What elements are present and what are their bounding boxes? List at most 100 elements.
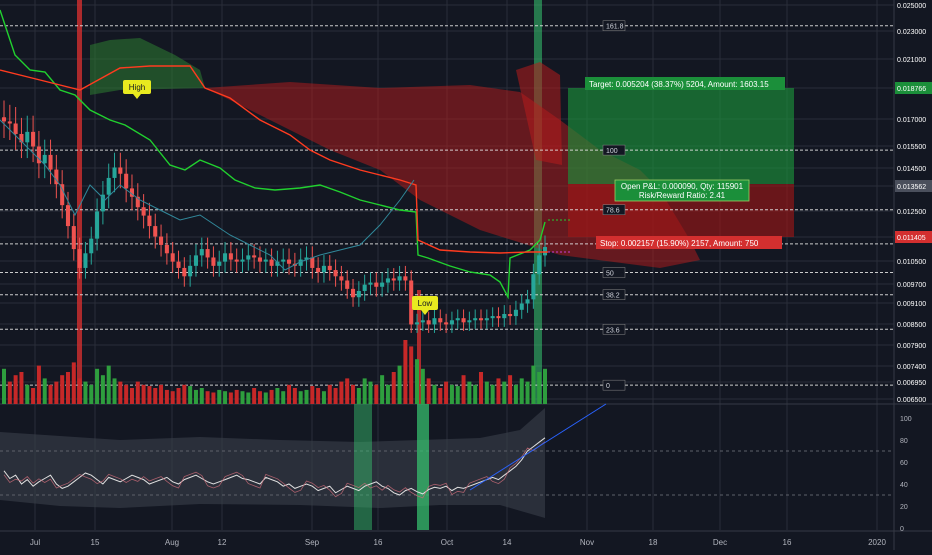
candle-body (95, 211, 100, 239)
price-axis-label: 0.023000 (897, 29, 926, 36)
candle-body (135, 196, 140, 208)
volume-bar (60, 375, 65, 404)
candle-body (7, 121, 12, 124)
volume-bar (71, 362, 76, 404)
volume-bar (327, 384, 332, 404)
volume-bar (36, 365, 41, 404)
candle-body (339, 276, 344, 281)
price-axis-label: 0.007900 (897, 343, 926, 350)
target-zone (568, 88, 794, 184)
candle-body (449, 320, 454, 325)
candle-body (444, 322, 449, 325)
volume-bar (246, 392, 251, 404)
candle-body (1, 117, 7, 122)
price-axis-label: 0.009700 (897, 282, 926, 289)
candle-body (432, 318, 437, 325)
volume-bar (100, 375, 105, 404)
price-axis-label: 0.010500 (897, 259, 926, 266)
candle-body (513, 309, 518, 317)
volume-bar (205, 391, 210, 404)
candle-body (89, 238, 94, 254)
volume-bar (182, 384, 187, 404)
volume-bar (135, 381, 140, 404)
price-axis-label: 0.013562 (897, 184, 926, 191)
candle-body (380, 282, 385, 287)
candle-body (316, 267, 321, 273)
volume-bar (310, 386, 315, 404)
volume-bar (193, 389, 198, 404)
time-axis-label: 14 (503, 538, 512, 547)
candle-body (403, 276, 408, 281)
volume-bar (287, 384, 292, 404)
candle-body (345, 280, 350, 289)
rsi-ma-line (3, 441, 546, 499)
volume-bar (77, 378, 82, 404)
candle-body (71, 226, 76, 250)
price-axis-label: 0.011405 (897, 235, 926, 242)
candle-body (19, 133, 24, 143)
rsi-axis-label: 40 (900, 482, 908, 489)
volume-bar (141, 384, 146, 404)
candle-body (234, 259, 239, 262)
volume-bar (356, 388, 361, 404)
volume-bar (269, 389, 274, 404)
volume-bar (380, 375, 385, 404)
candle-body (159, 236, 164, 245)
volume-bar (525, 381, 530, 404)
candle-body (246, 255, 251, 260)
candle-body (188, 265, 193, 277)
candle-body (420, 320, 425, 323)
time-axis-label: Jul (30, 538, 40, 547)
candle-body (531, 274, 536, 300)
candle-body (48, 154, 53, 170)
volume-bar (543, 368, 547, 404)
volume-bar (519, 378, 524, 404)
price-axis-label: 0.006500 (897, 397, 926, 404)
volume-bar (223, 391, 228, 404)
candle-body (321, 265, 326, 273)
target-tag (585, 77, 785, 90)
time-axis-label: 12 (218, 538, 227, 547)
candle-body (374, 282, 379, 287)
rsi-axis-label: 100 (900, 416, 912, 423)
volume-bar (391, 372, 396, 404)
volume-bar (159, 384, 164, 404)
pnl-tag (614, 179, 750, 202)
price-axis-tag (895, 231, 932, 243)
target-text: Target: 0.005204 (38.37%) 5204, Amount: … (589, 80, 769, 89)
volume-bar (240, 391, 245, 404)
volume-bar (275, 388, 280, 404)
volume-bar (479, 372, 484, 404)
candle-body (327, 265, 332, 271)
rsi-trend-line (469, 403, 607, 491)
volume-bar (83, 381, 88, 404)
price-axis-label: 0.014500 (897, 166, 926, 173)
volume-bar (42, 378, 47, 404)
candle-body (461, 318, 466, 323)
candle-body (100, 194, 105, 212)
volume-bar (461, 375, 466, 404)
high-marker-tip (133, 94, 141, 99)
high-marker (123, 80, 151, 94)
candle-body (13, 123, 18, 134)
candle-body (112, 167, 117, 178)
fib-label-box (602, 324, 626, 335)
candle-body (478, 318, 484, 321)
volume-bar (199, 388, 204, 404)
candle-body (263, 259, 268, 262)
candle-body (426, 320, 431, 325)
stop-tag (596, 236, 782, 249)
volume-bar (7, 381, 12, 404)
stop-text: Stop: 0.002157 (15.90%) 2157, Amount: 75… (600, 239, 759, 248)
volume-bar (112, 378, 117, 404)
volume-bar (257, 391, 262, 404)
candle-body (542, 247, 548, 256)
time-axis-label: Oct (441, 538, 454, 547)
candle-body (455, 318, 460, 321)
fib-label: 50 (606, 271, 614, 278)
rsi-axis-label: 80 (900, 438, 908, 445)
volume-bar (455, 386, 460, 404)
volume-bar (304, 389, 309, 404)
